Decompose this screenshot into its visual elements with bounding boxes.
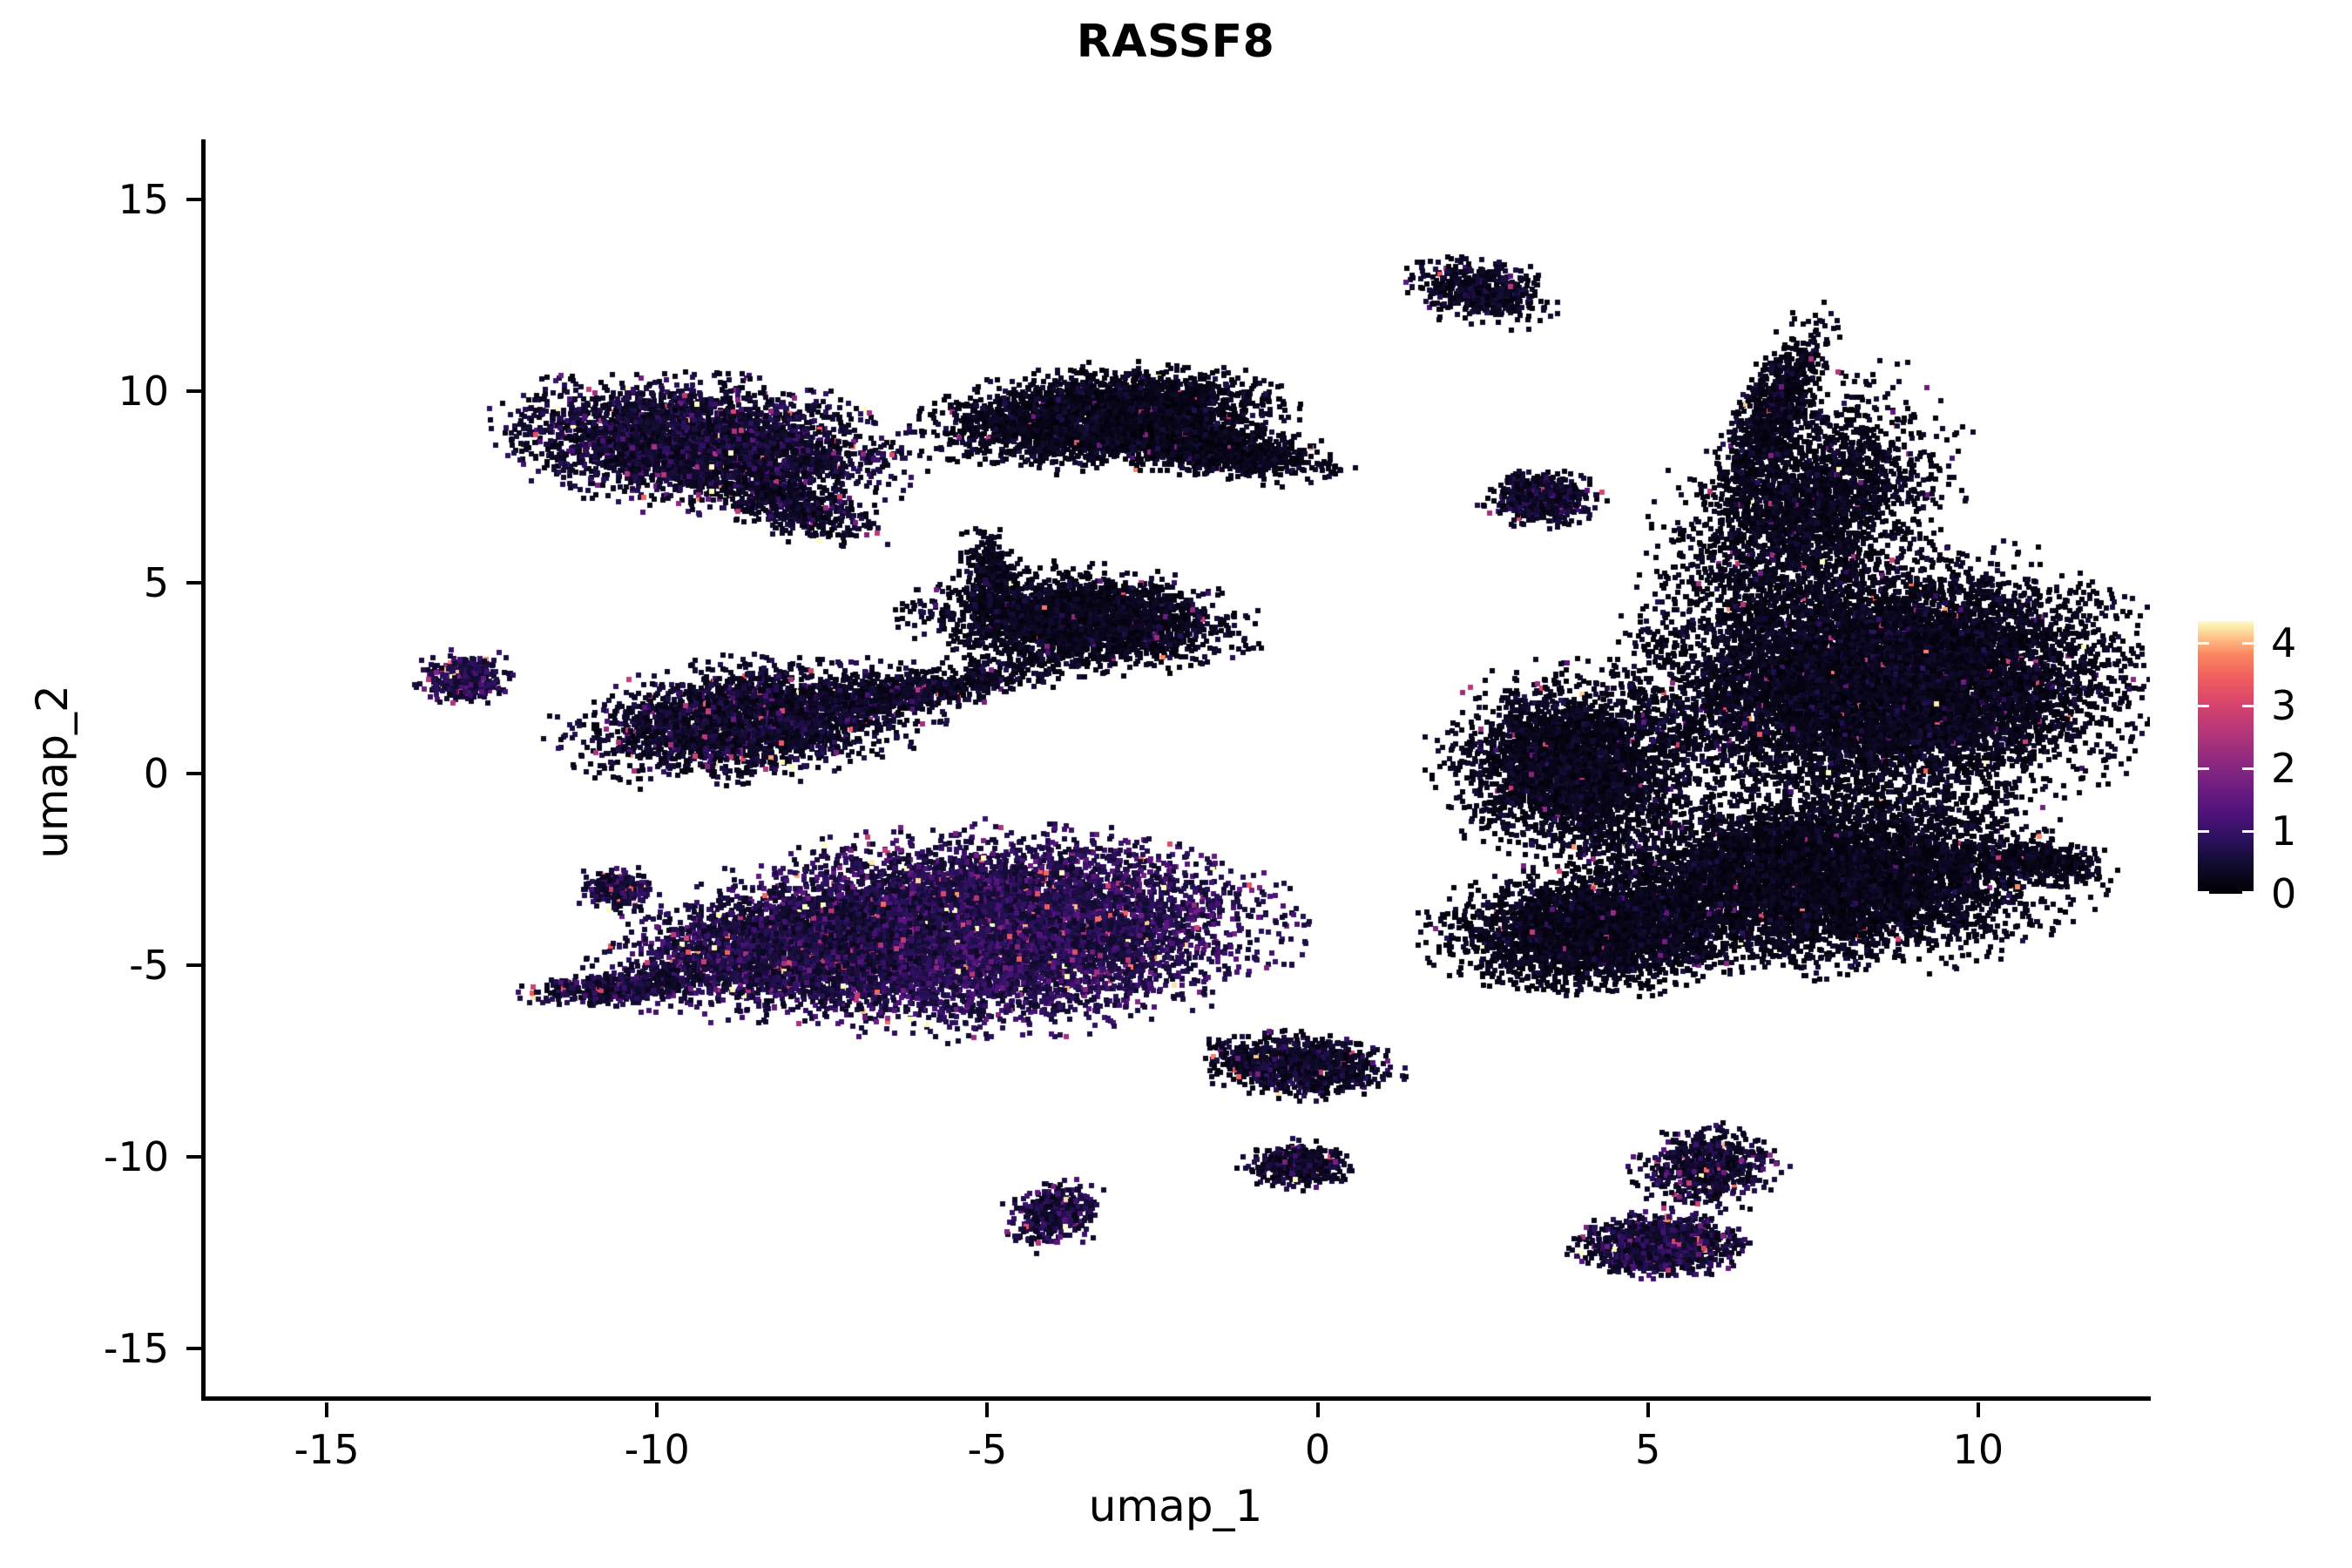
- x-tick-label: 10: [1952, 1426, 2004, 1473]
- colorbar-tick-mark: [2242, 642, 2254, 645]
- page-title: RASSF8: [1076, 16, 1275, 68]
- x-tick-mark: [655, 1402, 659, 1417]
- y-tick-label: 5: [143, 558, 169, 606]
- colorbar-tick-label: 3: [2271, 682, 2297, 730]
- y-tick-mark: [186, 389, 201, 393]
- colorbar-tick-label: 0: [2271, 870, 2297, 917]
- y-tick-mark: [186, 1346, 201, 1350]
- colorbar-tick-label: 2: [2271, 745, 2297, 793]
- colorbar-tick-mark: [2198, 767, 2209, 771]
- colorbar-gradient-strip: [2198, 621, 2254, 894]
- x-tick-mark: [985, 1402, 990, 1417]
- scatter-plot-area: [201, 142, 2150, 1398]
- x-tick-label: -10: [624, 1426, 690, 1473]
- x-axis-spine: [201, 1396, 2151, 1401]
- y-tick-mark: [186, 963, 201, 968]
- x-tick-mark: [1315, 1402, 1320, 1417]
- umap-scatter-points: [201, 142, 2150, 1398]
- colorbar-tick-mark: [2242, 891, 2254, 894]
- colorbar-tick-label: 1: [2271, 808, 2297, 855]
- y-tick-label: -10: [103, 1133, 169, 1181]
- y-tick-mark: [186, 772, 201, 776]
- y-tick-label: -5: [129, 942, 169, 990]
- colorbar-tick-mark: [2242, 830, 2254, 834]
- y-axis-label: umap_2: [27, 685, 78, 859]
- y-tick-mark: [186, 580, 201, 585]
- x-tick-mark: [325, 1402, 329, 1417]
- colorbar-tick-mark: [2242, 767, 2254, 771]
- y-axis-spine: [201, 139, 206, 1401]
- x-tick-label: -5: [967, 1426, 1008, 1473]
- colorbar-tick-label: 4: [2271, 619, 2297, 667]
- y-tick-label: 15: [118, 175, 169, 223]
- colorbar-tick-mark: [2198, 642, 2209, 645]
- x-tick-label: 5: [1635, 1426, 1661, 1473]
- colorbar: [2198, 621, 2254, 894]
- colorbar-tick-mark: [2198, 705, 2209, 708]
- colorbar-tick-mark: [2198, 891, 2209, 894]
- x-tick-label: 0: [1304, 1426, 1331, 1473]
- x-tick-mark: [1976, 1402, 1980, 1417]
- colorbar-tick-mark: [2198, 830, 2209, 834]
- x-tick-mark: [1646, 1402, 1650, 1417]
- y-tick-mark: [186, 1155, 201, 1159]
- y-tick-label: -15: [103, 1324, 169, 1372]
- y-tick-label: 10: [118, 367, 169, 415]
- x-tick-label: -15: [294, 1426, 360, 1473]
- x-axis-label: umap_1: [1088, 1481, 1263, 1531]
- colorbar-tick-mark: [2242, 705, 2254, 708]
- y-tick-label: 0: [143, 750, 169, 798]
- y-tick-mark: [186, 197, 201, 201]
